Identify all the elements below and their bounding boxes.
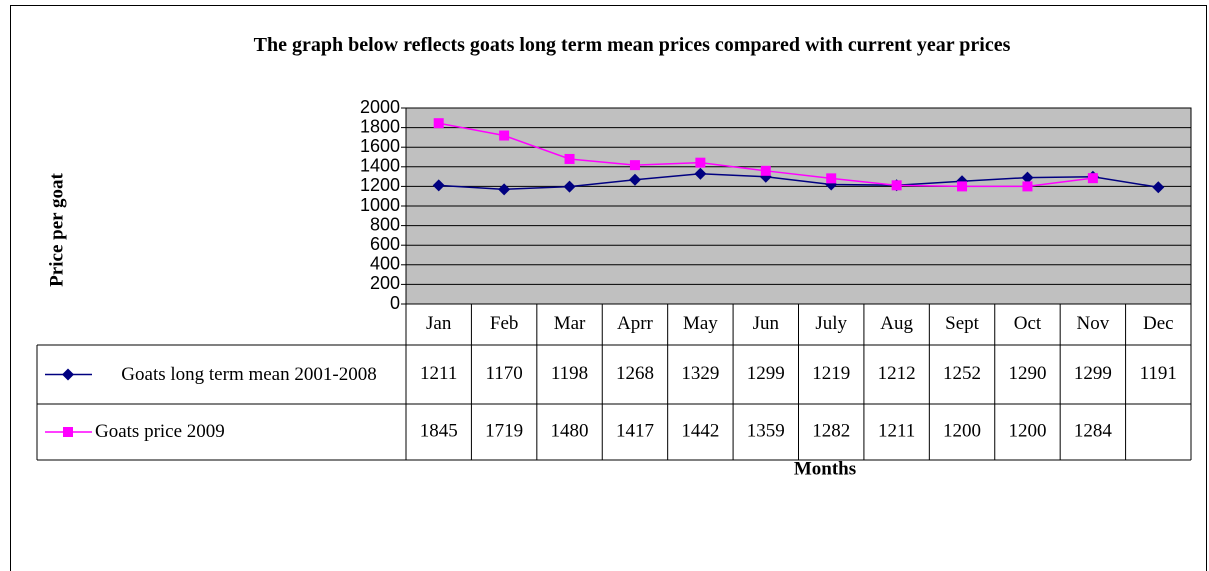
table-value: 1170	[485, 363, 522, 384]
x-tick-label: Nov	[1077, 313, 1110, 334]
title-box: The graph below reflects goats long term…	[253, 34, 1011, 56]
legend-label: Goats price 2009	[95, 404, 403, 460]
table-value: 1212	[878, 363, 916, 384]
x-tick-label: Aug	[880, 313, 913, 334]
table-value: 1284	[1074, 420, 1113, 441]
legend-text: Goats long term mean 2001-2008	[121, 363, 377, 385]
point	[957, 181, 968, 192]
point	[63, 427, 73, 437]
table-value: 1211	[420, 363, 457, 384]
chart-title: The graph below reflects goats long term…	[253, 34, 1011, 56]
table-value: 1200	[943, 420, 981, 441]
point	[499, 130, 510, 141]
point	[1022, 181, 1033, 192]
point	[433, 118, 444, 129]
point	[891, 180, 902, 191]
y-tick-label: 800	[370, 214, 400, 234]
point	[1152, 181, 1165, 194]
y-tick-label: 1000	[360, 195, 400, 215]
y-tick-label: 1200	[360, 175, 400, 195]
y-tick-label: 0	[390, 293, 400, 313]
table-value: 1200	[1008, 420, 1046, 441]
point	[1021, 171, 1034, 184]
point	[62, 368, 74, 381]
y-tick-label: 1400	[360, 156, 400, 176]
table-value: 1299	[1074, 363, 1112, 384]
y-tick-label: 200	[370, 273, 400, 293]
point	[432, 179, 445, 192]
x-tick-label: Oct	[1014, 313, 1042, 334]
point	[694, 167, 707, 180]
y-axis-label: Price per goat	[46, 173, 67, 287]
point	[498, 183, 511, 196]
table-value: 1198	[551, 363, 588, 384]
x-tick-label: Dec	[1143, 313, 1174, 334]
x-tick-label: Mar	[554, 313, 586, 334]
table-value: 1211	[878, 420, 915, 441]
table-value: 1219	[812, 363, 850, 384]
x-tick-label: Aprr	[617, 313, 654, 334]
table-value: 1417	[616, 420, 654, 441]
y-tick-label: 1600	[360, 136, 400, 156]
y-tick-label: 600	[370, 234, 400, 254]
x-tick-label: Jun	[753, 313, 780, 334]
table-value: 1268	[616, 363, 654, 384]
table-value: 1290	[1008, 363, 1046, 384]
point	[695, 157, 706, 168]
table-value: 1719	[485, 420, 523, 441]
point	[628, 173, 641, 186]
legend-text: Goats price 2009	[95, 421, 225, 442]
table-value: 1252	[943, 363, 981, 384]
x-tick-label: July	[815, 313, 847, 334]
x-axis-label: Months	[794, 458, 856, 479]
table-value: 1845	[420, 420, 458, 441]
point	[760, 165, 771, 176]
y-tick-label: 2000	[360, 97, 400, 117]
y-tick-label: 400	[370, 254, 400, 274]
y-tick-label: 1800	[360, 116, 400, 136]
point	[629, 160, 640, 171]
series-line	[438, 173, 1159, 191]
table-value: 1282	[812, 420, 850, 441]
table-value: 1442	[681, 420, 719, 441]
table-value: 1480	[551, 420, 589, 441]
x-tick-label: Sept	[945, 313, 980, 334]
table-value: 1359	[747, 420, 785, 441]
point	[1087, 173, 1098, 184]
table-value: 1191	[1140, 363, 1177, 384]
table-value: 1329	[681, 363, 719, 384]
x-tick-label: Feb	[490, 313, 519, 334]
x-tick-label: Jan	[426, 313, 452, 334]
point	[564, 153, 575, 164]
table-value: 1299	[747, 363, 785, 384]
point	[563, 180, 576, 193]
x-tick-label: May	[683, 313, 718, 334]
legend-label: Goats long term mean 2001-2008	[95, 345, 403, 404]
point	[826, 173, 837, 184]
